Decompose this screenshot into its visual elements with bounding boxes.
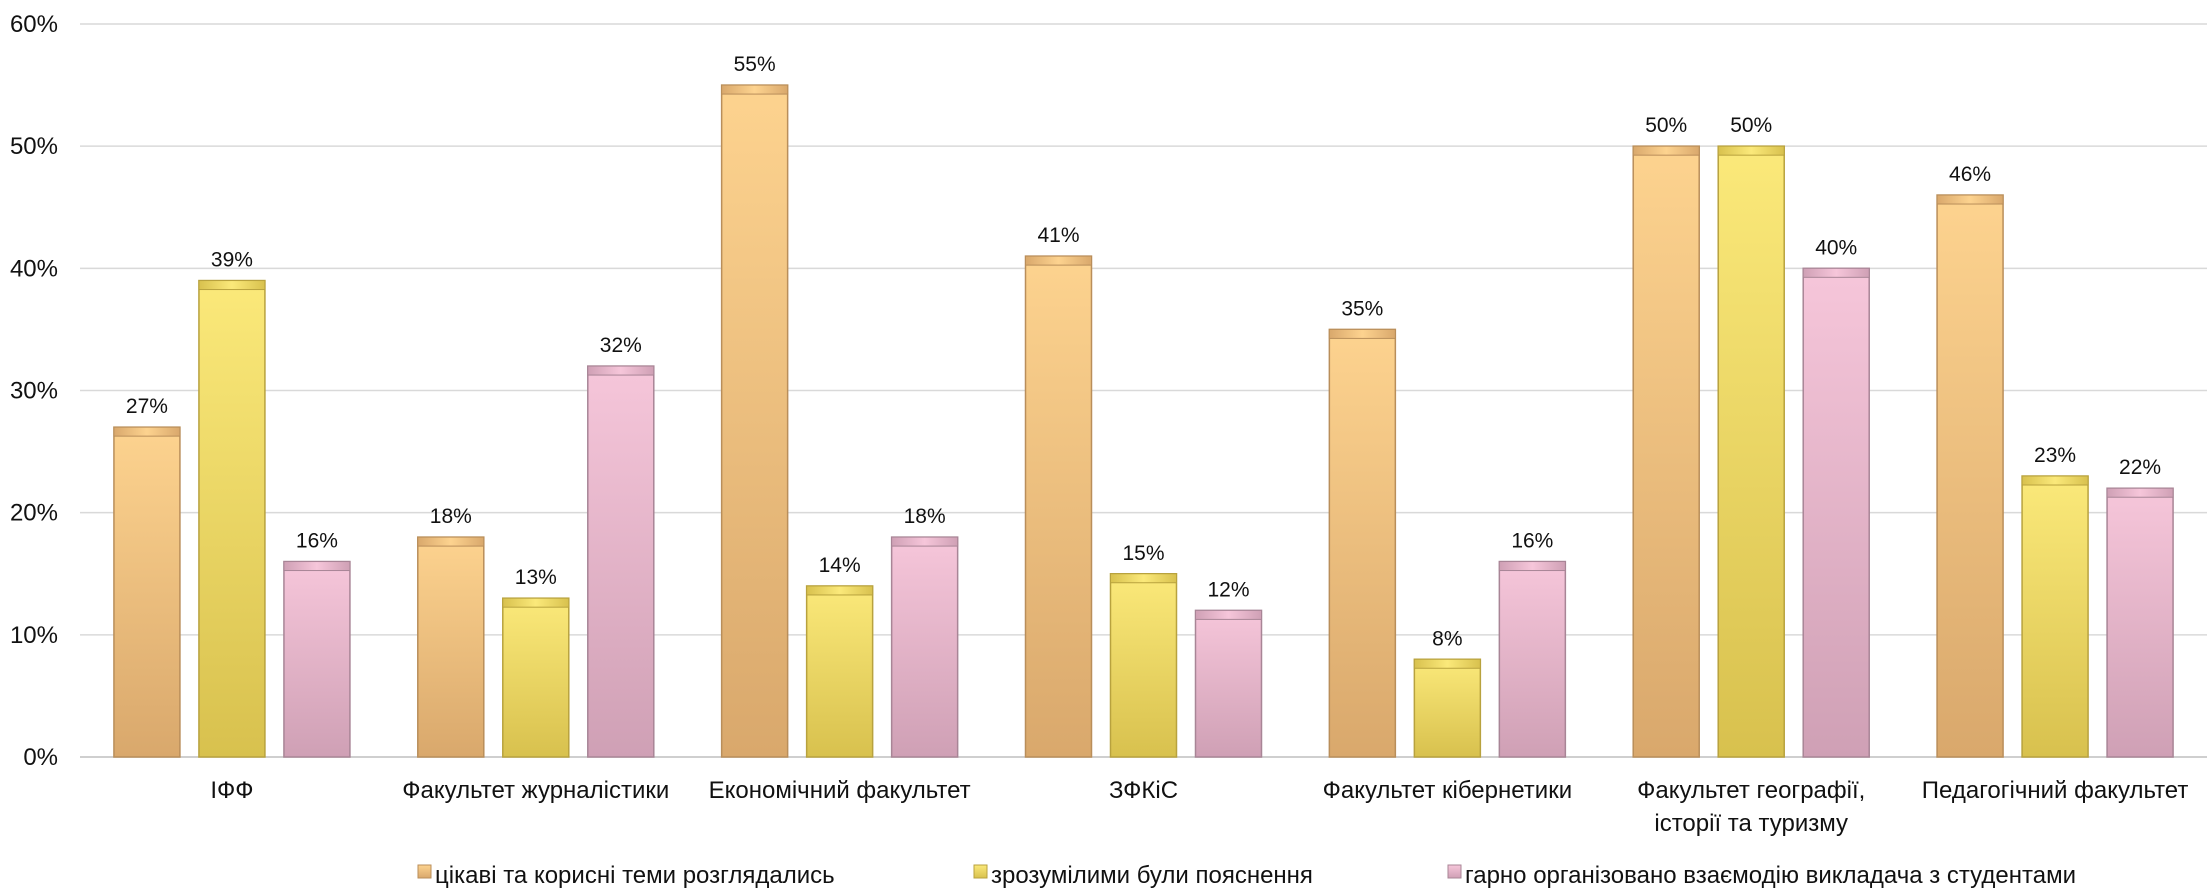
data-label: 23% [2034, 444, 2076, 467]
data-label: 8% [1432, 627, 1462, 650]
legend-swatch [1447, 864, 1462, 879]
bar [805, 585, 874, 758]
data-label: 39% [211, 249, 253, 272]
data-label: 18% [904, 505, 946, 528]
data-label: 41% [1037, 224, 1079, 247]
bar [1413, 658, 1482, 758]
x-tick-label: Факультет географії, історії та туризму [1637, 777, 1865, 837]
legend-item: цікаві та корисні теми розглядались [417, 862, 835, 889]
data-label: 13% [515, 566, 557, 589]
bar [198, 279, 266, 758]
y-tick-label: 60% [10, 11, 58, 38]
bar [1717, 145, 1785, 758]
y-tick-label: 40% [10, 255, 58, 282]
data-label: 15% [1122, 542, 1164, 565]
bar [113, 426, 181, 758]
y-tick-label: 10% [10, 622, 58, 649]
x-tick-label: Педагогічний факультет [1922, 777, 2189, 804]
bar [587, 365, 655, 758]
bar [1109, 573, 1178, 758]
x-tick-label: Факультет журналістики [402, 777, 669, 804]
data-label: 50% [1645, 114, 1687, 137]
bar [1632, 145, 1700, 758]
y-tick-label: 50% [10, 133, 58, 160]
bar [720, 84, 789, 758]
bar [283, 560, 351, 758]
data-label: 55% [734, 53, 776, 76]
data-label: 16% [296, 530, 338, 553]
x-axis: ІФФ Факультет журналістики Економічний фак… [210, 777, 2188, 837]
y-tick-label: 30% [10, 378, 58, 405]
data-label: 50% [1730, 114, 1772, 137]
legend-label: зрозумілими були пояснення [991, 862, 1313, 889]
legend-label: гарно організовано взаємодію викладача з… [1465, 862, 2076, 889]
bar [1936, 194, 2004, 758]
data-label: 32% [600, 334, 642, 357]
data-label: 22% [2119, 456, 2161, 479]
x-tick-label: Факультет кібернетики [1323, 777, 1573, 804]
bar [1024, 255, 1093, 758]
bar [1194, 609, 1263, 758]
bar [890, 536, 959, 758]
legend-swatch [417, 864, 432, 879]
bar [417, 536, 485, 758]
data-label: 18% [430, 505, 472, 528]
bar [1498, 560, 1567, 758]
data-labels: 27% 18% 55% 41% 35% 50% 46% 39% 13% 14% 15% 8% 50% 23… [126, 53, 2161, 650]
data-label: 27% [126, 395, 168, 418]
legend-label: цікаві та корисні теми розглядались [435, 862, 835, 889]
legend-item: гарно організовано взаємодію викладача з… [1447, 862, 2076, 889]
bar [1802, 267, 1870, 758]
data-label: 46% [1949, 163, 1991, 186]
y-axis: 0% 10% 20% 30% 40% 50% 60% [10, 11, 58, 771]
bar [1328, 328, 1397, 758]
x-tick-label: Економічний факультет [709, 777, 971, 804]
legend-swatch [973, 864, 988, 879]
data-label: 40% [1815, 236, 1857, 259]
data-label: 35% [1341, 297, 1383, 320]
data-label: 12% [1207, 578, 1249, 601]
bars [113, 84, 2174, 758]
x-tick-label: ЗФКіС [1109, 777, 1178, 804]
bar [502, 597, 570, 758]
y-tick-label: 0% [23, 744, 58, 771]
x-tick-label: ІФФ [210, 777, 253, 804]
y-tick-label: 20% [10, 500, 58, 527]
bar [2021, 475, 2089, 758]
bar [2106, 487, 2174, 758]
legend-item: зрозумілими були пояснення [973, 862, 1313, 889]
data-label: 14% [819, 554, 861, 577]
legend: цікаві та корисні теми розглядались зрозу… [417, 862, 2076, 889]
data-label: 16% [1511, 530, 1553, 553]
